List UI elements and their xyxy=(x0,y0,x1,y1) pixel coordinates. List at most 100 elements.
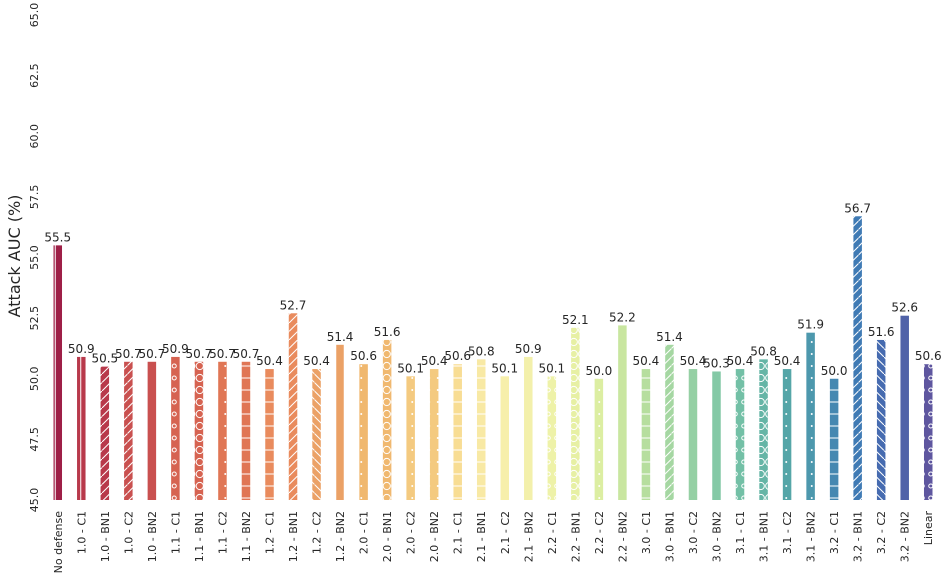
x-tick-label: 2.1 - BN1 xyxy=(475,511,488,562)
x-tick-label: Linear xyxy=(922,511,935,546)
x-tick-label: 2.0 - BN2 xyxy=(428,511,441,562)
bar xyxy=(853,216,862,500)
x-tick-label: 2.2 - BN1 xyxy=(569,511,582,562)
x-tick-label: 2.2 - C2 xyxy=(593,511,606,554)
bar xyxy=(547,376,557,500)
bar xyxy=(735,369,745,500)
bar xyxy=(900,315,909,500)
bar xyxy=(429,369,439,500)
bar xyxy=(923,364,933,500)
x-tick-label: 3.2 - BN1 xyxy=(852,511,865,562)
bar xyxy=(77,356,86,500)
bar xyxy=(594,378,604,500)
bar xyxy=(688,369,698,500)
bar-value-label: 50.6 xyxy=(915,349,942,363)
y-axis: 45.0 47.5 50.0 52.5 55.0 57.5 60.0 62.5 65.0 xyxy=(28,3,41,513)
bar xyxy=(500,376,510,500)
bar-value-label: 50.0 xyxy=(586,364,613,378)
bar xyxy=(100,366,110,500)
bar xyxy=(641,369,651,500)
y-tick-label: 50.0 xyxy=(28,367,41,392)
x-tick-label: 3.0 - BN1 xyxy=(663,511,676,562)
x-tick-label: 1.1 - C2 xyxy=(216,511,229,554)
x-tick-label: 1.2 - BN1 xyxy=(287,511,300,562)
y-tick-label: 65.0 xyxy=(28,3,41,28)
x-tick-label: 3.2 - BN2 xyxy=(899,511,912,562)
value-labels: 55.550.950.550.750.750.950.750.750.750.4… xyxy=(44,201,941,377)
x-tick-label: 1.1 - C1 xyxy=(169,511,182,554)
bar-value-label: 50.4 xyxy=(680,354,707,368)
x-axis: No defense 1.0 - C1 1.0 - BN1 1.0 - C2 1.0 -… xyxy=(52,511,935,574)
bar-value-label: 50.0 xyxy=(821,364,848,378)
bar xyxy=(171,356,180,500)
x-tick-label: 1.0 - C1 xyxy=(75,511,88,554)
bar xyxy=(124,361,133,500)
bar-value-label: 50.4 xyxy=(303,354,330,368)
bar xyxy=(571,327,580,500)
x-tick-label: 3.1 - BN2 xyxy=(805,511,818,562)
bar-value-label: 50.5 xyxy=(91,352,118,366)
bar-value-label: 50.8 xyxy=(750,344,777,358)
x-tick-label: No defense xyxy=(52,511,65,574)
bar-value-label: 50.8 xyxy=(468,344,495,358)
bar-value-label: 50.9 xyxy=(68,342,95,356)
x-tick-label: 2.2 - C1 xyxy=(546,511,559,554)
bar-value-label: 51.6 xyxy=(374,325,401,339)
bar-value-label: 52.2 xyxy=(609,310,636,324)
bar-value-label: 50.7 xyxy=(139,347,166,361)
bar-value-label: 51.4 xyxy=(656,330,683,344)
bar xyxy=(335,344,345,500)
bar xyxy=(218,361,227,500)
y-tick-label: 55.0 xyxy=(28,245,41,270)
bar xyxy=(241,361,251,500)
bar xyxy=(876,339,886,500)
bar-value-label: 50.7 xyxy=(209,347,236,361)
bar-value-label: 50.6 xyxy=(350,349,377,363)
bar-value-label: 51.6 xyxy=(868,325,895,339)
bar-value-label: 50.6 xyxy=(444,349,471,363)
bar xyxy=(782,369,792,500)
x-tick-label: 2.1 - C1 xyxy=(452,511,465,554)
x-tick-label: 1.0 - BN2 xyxy=(146,511,159,562)
bar xyxy=(806,332,815,500)
bar-value-label: 50.1 xyxy=(397,361,424,375)
bar xyxy=(453,364,462,500)
x-tick-label: 2.1 - BN2 xyxy=(522,511,535,562)
x-tick-label: 2.0 - C1 xyxy=(358,511,371,554)
x-tick-label: 3.1 - BN1 xyxy=(758,511,771,562)
bar-value-label: 50.9 xyxy=(515,342,542,356)
y-tick-label: 45.0 xyxy=(28,488,41,513)
bar xyxy=(665,344,674,500)
x-tick-label: 1.2 - BN2 xyxy=(334,511,347,562)
bar-value-label: 50.4 xyxy=(727,354,754,368)
bar xyxy=(194,361,204,500)
bar-value-label: 50.4 xyxy=(774,354,801,368)
x-tick-label: 3.2 - C2 xyxy=(875,511,888,554)
x-tick-label: 2.2 - BN2 xyxy=(616,511,629,562)
x-tick-label: 3.0 - C1 xyxy=(640,511,653,554)
y-tick-label: 60.0 xyxy=(28,124,41,149)
x-tick-label: 1.0 - BN1 xyxy=(99,511,112,562)
y-tick-label: 57.5 xyxy=(28,185,41,210)
bar-value-label: 50.1 xyxy=(491,361,518,375)
y-tick-label: 62.5 xyxy=(28,63,41,88)
bar-value-label: 50.1 xyxy=(538,361,565,375)
x-tick-label: 3.1 - C2 xyxy=(781,511,794,554)
bar xyxy=(618,325,627,500)
bar-value-label: 50.7 xyxy=(233,347,260,361)
x-tick-label: 3.0 - BN2 xyxy=(711,511,724,562)
bar xyxy=(265,369,274,500)
bar xyxy=(288,313,298,500)
x-tick-label: 1.0 - C2 xyxy=(122,511,135,554)
bar xyxy=(359,364,368,500)
x-tick-label: 3.0 - C2 xyxy=(687,511,700,554)
x-tick-label: 1.2 - C1 xyxy=(264,511,277,554)
bar-value-label: 50.7 xyxy=(115,347,142,361)
y-axis-label: Attack AUC (%) xyxy=(5,195,24,318)
bar-value-label: 50.3 xyxy=(703,356,730,370)
x-tick-label: 2.1 - C2 xyxy=(499,511,512,554)
x-tick-label: 2.0 - BN1 xyxy=(381,511,394,562)
bar xyxy=(312,369,321,500)
